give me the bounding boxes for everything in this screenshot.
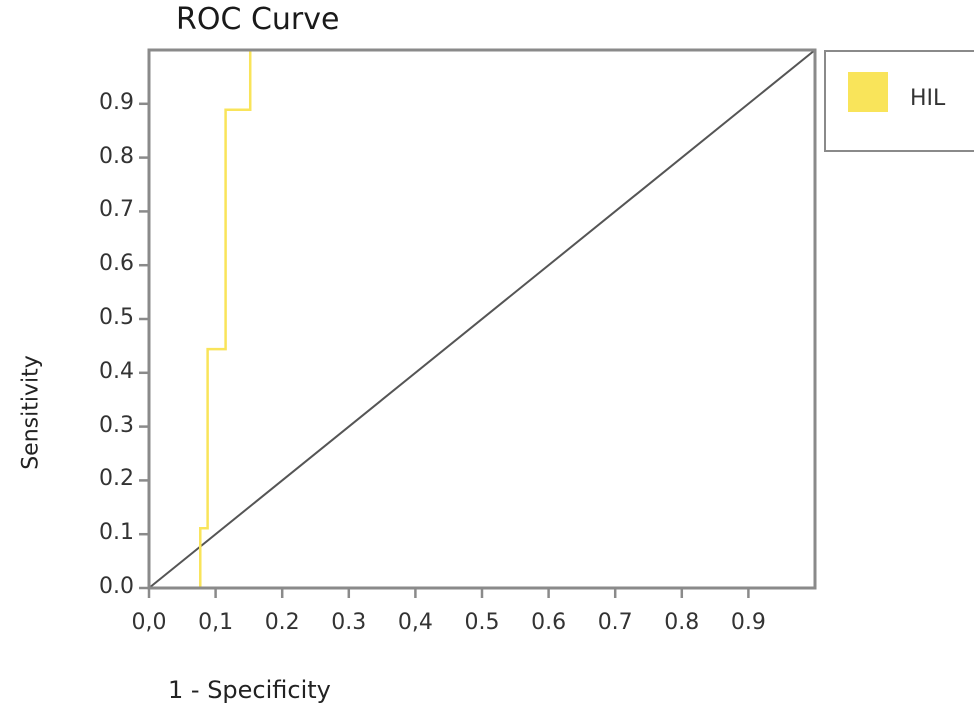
y-tick-label: 0.6 [99,251,134,277]
x-axis-label: 1 - Specificity [168,676,331,704]
x-tick-label: 0.2 [264,610,300,635]
y-tick-label: 0.9 [99,89,134,115]
y-tick-label: 0.2 [99,466,134,492]
y-tick-label: 0.1 [99,520,134,546]
chart-title: ROC Curve [176,2,340,37]
axes [139,102,750,598]
y-tick-label: 0.7 [99,197,134,223]
x-tick-label: 0.7 [597,610,633,635]
legend: HIL [824,50,974,152]
x-tick-label: 0,0 [131,610,167,635]
x-tick-label: 0,1 [198,610,234,635]
y-tick-label: 0.0 [99,574,134,599]
plot-frame [147,48,817,590]
legend-swatch-hil [848,72,888,112]
roc-curve-hil [149,48,815,590]
x-tick-label: 0.3 [331,610,367,635]
reference-diagonal-line [148,49,816,589]
x-tick-label: 0.8 [664,610,700,635]
y-tick-label: 0.5 [99,305,134,330]
legend-label-hil: HIL [910,86,946,111]
x-tick-label: 0.5 [464,610,500,635]
x-tick-label: 0.6 [531,610,567,635]
y-tick-label: 0.8 [99,143,134,169]
y-tick-label: 0.4 [99,358,134,384]
x-tick-label: 0.9 [730,610,766,635]
x-tick-label: 0,4 [397,610,433,635]
y-tick-label: 0.3 [99,412,134,438]
